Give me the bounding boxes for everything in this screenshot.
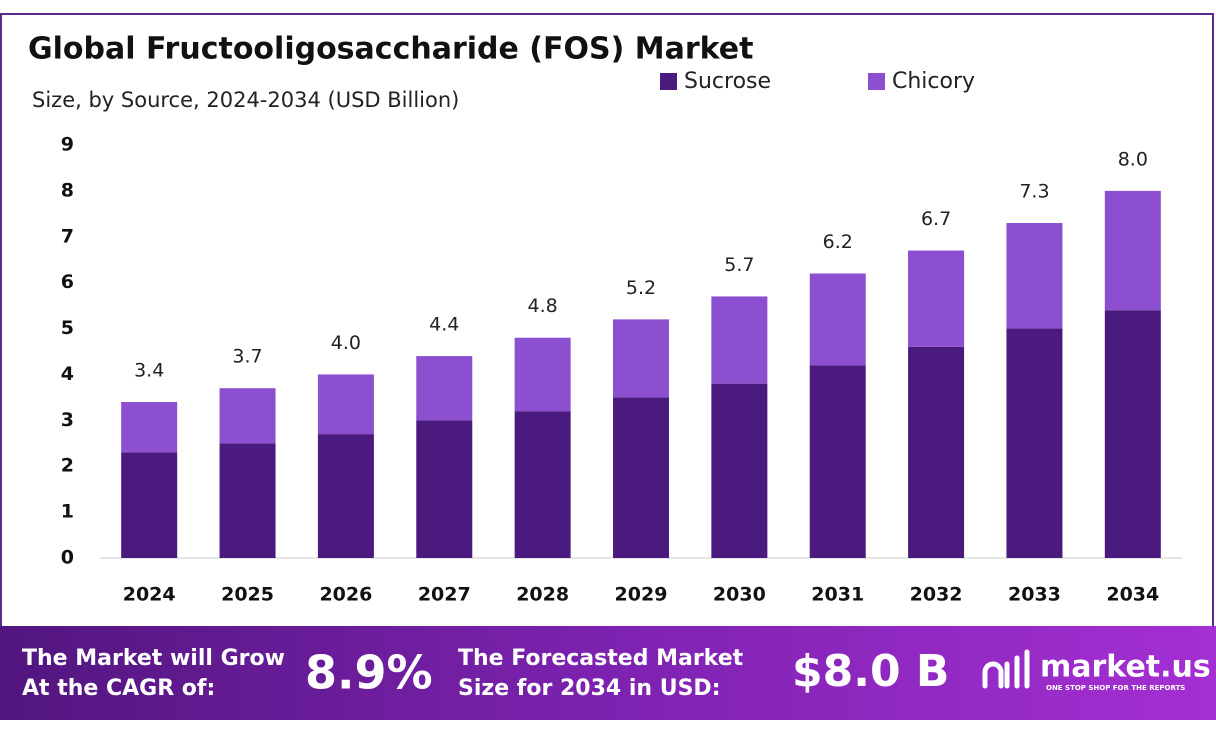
x-tick-label: 2030 xyxy=(713,584,766,606)
y-tick-label: 7 xyxy=(61,225,74,247)
y-tick-label: 5 xyxy=(61,317,74,339)
x-tick-label: 2032 xyxy=(910,584,963,606)
cagr-text: At the CAGR of: xyxy=(22,676,215,701)
total-label: 3.4 xyxy=(134,359,164,381)
bar-segment xyxy=(1006,328,1063,558)
bar-segment xyxy=(711,383,768,558)
footer-band xyxy=(0,626,1216,720)
x-tick-label: 2029 xyxy=(615,584,668,606)
x-tick-label: 2033 xyxy=(1008,584,1061,606)
bar-segment xyxy=(908,250,965,347)
total-label: 4.0 xyxy=(331,332,361,354)
total-label: 6.2 xyxy=(823,231,853,253)
brand-tagline: ONE STOP SHOP FOR THE REPORTS xyxy=(1046,684,1185,692)
x-tick-label: 2026 xyxy=(319,584,372,606)
bar-segment xyxy=(1104,310,1161,558)
bar-segment xyxy=(416,420,473,558)
brand: market.us xyxy=(1040,650,1211,685)
total-label: 8.0 xyxy=(1118,148,1148,170)
x-tick-label: 2028 xyxy=(516,584,569,606)
legend-swatch xyxy=(660,73,677,90)
bar-segment xyxy=(613,397,669,558)
bar-segment xyxy=(121,452,178,558)
total-label: 7.3 xyxy=(1019,181,1049,203)
x-tick-label: 2025 xyxy=(221,584,274,606)
total-label: 5.2 xyxy=(626,277,656,299)
forecast-value: $8.0 B xyxy=(792,646,949,697)
bar-segment xyxy=(1006,223,1063,329)
bar-segment xyxy=(219,443,276,558)
total-label: 4.4 xyxy=(429,314,459,336)
bar-segment xyxy=(219,388,276,444)
y-tick-label: 3 xyxy=(61,409,74,431)
bar-segment xyxy=(317,434,374,558)
bar-segment xyxy=(416,356,473,421)
y-tick-label: 6 xyxy=(61,271,74,293)
bar-segment xyxy=(613,319,669,398)
legend-label: Sucrose xyxy=(684,69,771,94)
cagr-text: The Market will Grow xyxy=(22,646,285,671)
bar-segment xyxy=(121,401,178,453)
bar-segment xyxy=(809,273,866,366)
y-tick-label: 1 xyxy=(61,501,74,523)
x-tick-label: 2031 xyxy=(811,584,864,606)
cagr-value: 8.9% xyxy=(305,646,433,700)
y-tick-label: 8 xyxy=(61,179,74,201)
total-label: 4.8 xyxy=(528,295,558,317)
legend-label: Chicory xyxy=(892,69,975,94)
bar-segment xyxy=(514,411,571,558)
forecast-text: The Forecasted Market xyxy=(458,646,744,671)
total-label: 3.7 xyxy=(232,346,262,368)
brand-logo xyxy=(982,649,1030,689)
bar-segment xyxy=(711,296,768,384)
bar-segment xyxy=(317,374,374,435)
bar-segment xyxy=(1104,190,1161,311)
bar-segment xyxy=(908,346,965,558)
chart-title: Global Fructooligosaccharide (FOS) Marke… xyxy=(28,32,754,67)
x-tick-label: 2027 xyxy=(418,584,471,606)
legend-swatch xyxy=(868,73,885,90)
bar-segment xyxy=(809,365,866,558)
x-tick-label: 2024 xyxy=(123,584,176,606)
bar-segment xyxy=(514,337,571,412)
y-tick-label: 2 xyxy=(61,455,74,477)
y-tick-label: 4 xyxy=(61,363,74,385)
y-tick-label: 0 xyxy=(61,547,74,569)
y-tick-label: 9 xyxy=(61,134,74,156)
total-label: 6.7 xyxy=(921,208,951,230)
chart-subtitle: Size, by Source, 2024-2034 (USD Billion) xyxy=(32,88,459,112)
total-label: 5.7 xyxy=(724,254,754,276)
x-tick-label: 2034 xyxy=(1106,584,1159,606)
forecast-text: Size for 2034 in USD: xyxy=(458,676,721,701)
